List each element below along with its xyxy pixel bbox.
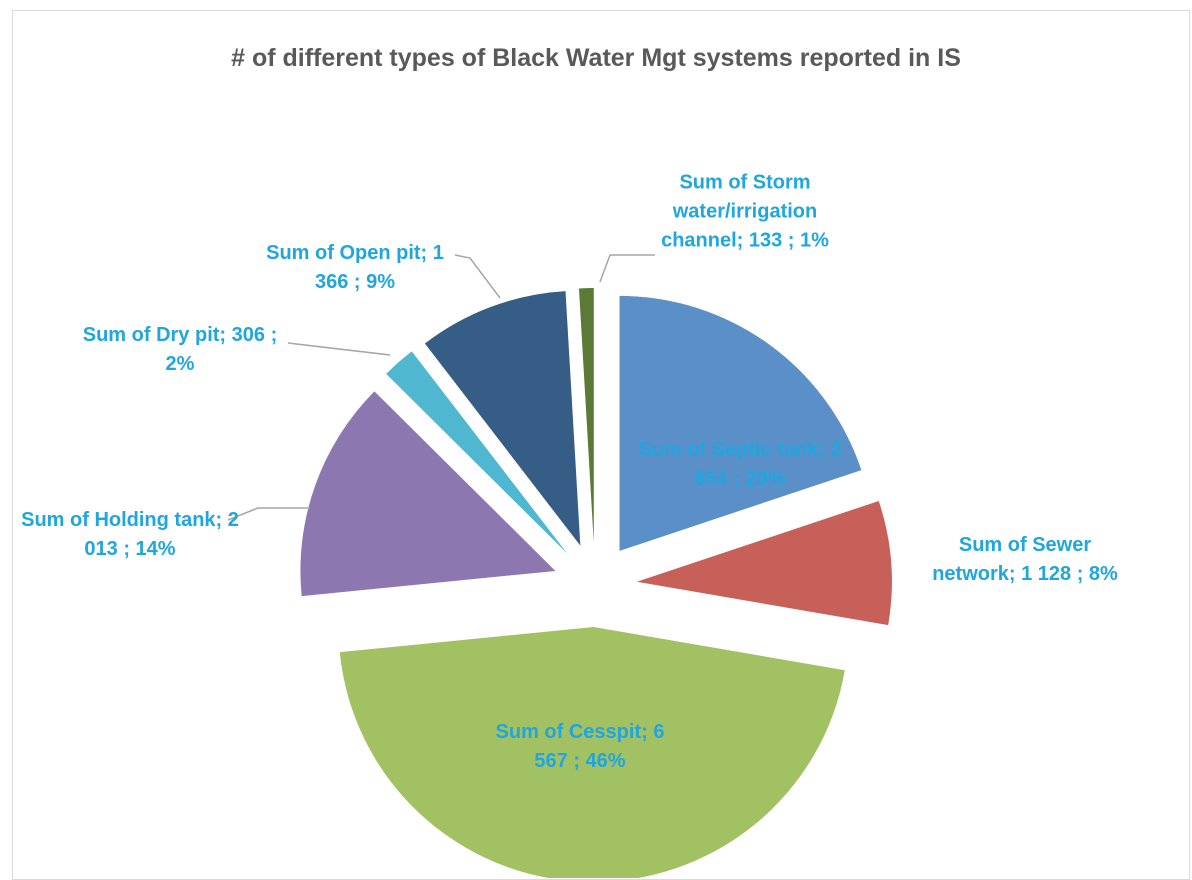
- leader-line: [227, 507, 310, 521]
- pie-slice: [424, 291, 581, 546]
- pie-slice: [578, 288, 594, 544]
- data-label: Sum of Holding tank; 2 013 ; 14%: [21, 509, 239, 560]
- leader-lines: [227, 254, 655, 521]
- leader-line: [599, 254, 655, 283]
- pie-slice: [619, 295, 862, 551]
- data-label: Sum of Septic tank; 2 854 ; 20%: [638, 439, 842, 490]
- pie-slice: [339, 626, 845, 878]
- leader-line: [287, 342, 391, 356]
- data-label: Sum of Cesspit; 6 567 ; 46%: [495, 721, 665, 772]
- pie-slice: [386, 351, 568, 554]
- data-label: Sum of Storm water/irrigation channel; 1…: [661, 171, 829, 252]
- leader-line: [454, 254, 501, 299]
- pie-slice: [636, 500, 892, 626]
- data-label: Sum of Open pit; 1 366 ; 9%: [266, 242, 444, 293]
- pie-slice: [300, 391, 556, 597]
- chart-title: # of different types of Black Water Mgt …: [231, 44, 961, 72]
- data-label: Sum of Dry pit; 306 ; 2%: [82, 324, 278, 375]
- data-label: Sum of Sewer network; 1 128 ; 8%: [932, 534, 1118, 585]
